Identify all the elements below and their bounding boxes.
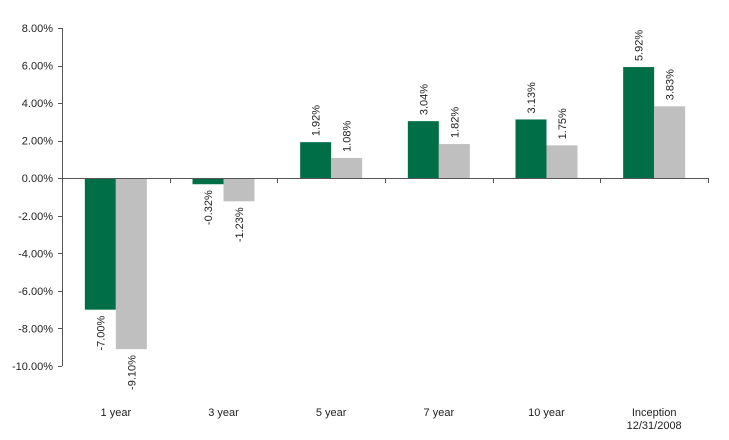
category-label: 10 year (528, 407, 565, 419)
bar (623, 67, 655, 179)
y-tick-label: 2.00% (22, 136, 53, 148)
data-label: -0.32% (203, 190, 215, 225)
bar (84, 178, 116, 310)
data-label: -1.23% (234, 207, 246, 242)
category-label: Inception (632, 407, 677, 419)
data-label: 3.13% (526, 82, 538, 113)
category-label: 7 year (424, 407, 455, 419)
x-axis: 1 year 3 year 5 year 7 year 10 year Inception… (62, 178, 709, 432)
y-tick-label: -6.00% (18, 286, 53, 298)
category-label: 1 year (101, 407, 132, 419)
y-tick-label: -2.00% (18, 211, 53, 223)
category-label: 12/31/2008 (627, 420, 682, 432)
data-labels: -7.00% -9.10% -0.32% -1.23% 1.92% 1.08% 3.04% 1… (95, 30, 676, 390)
y-axis: 8.00% 6.00% 4.00% 2.00% 0.00% -2.00% -4.00% -6.… (12, 23, 63, 373)
bar (300, 142, 332, 179)
data-label: 5.92% (634, 30, 646, 61)
category-label: 3 year (208, 407, 239, 419)
bar (223, 178, 255, 202)
data-label: 1.08% (342, 121, 354, 152)
bar (331, 157, 363, 179)
category-label: 5 year (316, 407, 347, 419)
y-tick-label: 8.00% (22, 23, 53, 35)
bars (84, 67, 686, 350)
bar (515, 119, 547, 179)
y-tick-label: 6.00% (22, 61, 53, 73)
data-label: 3.83% (665, 69, 677, 100)
bar (407, 121, 439, 179)
bar (438, 144, 470, 179)
y-tick-label: -4.00% (18, 248, 53, 260)
data-label: 1.92% (311, 105, 323, 136)
data-label: -9.10% (126, 355, 138, 390)
y-tick-label: -10.00% (12, 361, 53, 373)
bar (546, 145, 578, 179)
data-label: 3.04% (418, 84, 430, 115)
y-tick-label: 0.00% (22, 173, 53, 185)
bar (654, 106, 686, 179)
bar (115, 178, 147, 350)
y-tick-label: 4.00% (22, 98, 53, 110)
data-label: 1.82% (449, 107, 461, 138)
bar (192, 178, 224, 185)
y-tick-label: -8.00% (18, 323, 53, 335)
data-label: 1.75% (557, 108, 569, 139)
data-label: -7.00% (95, 315, 107, 350)
